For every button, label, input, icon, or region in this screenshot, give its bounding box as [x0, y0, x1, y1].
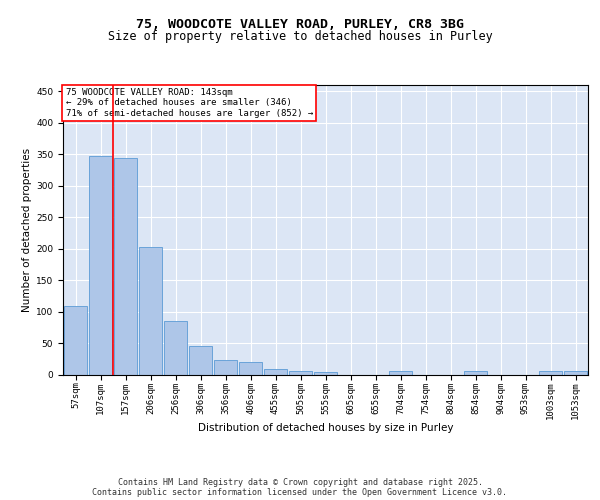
Bar — [89, 156, 112, 375]
Bar — [314, 372, 337, 375]
Bar — [389, 370, 412, 375]
X-axis label: Distribution of detached houses by size in Purley: Distribution of detached houses by size … — [198, 423, 453, 433]
Bar — [214, 360, 237, 375]
Bar — [64, 306, 87, 375]
Bar — [539, 371, 562, 375]
Text: Contains HM Land Registry data © Crown copyright and database right 2025.
Contai: Contains HM Land Registry data © Crown c… — [92, 478, 508, 497]
Bar — [464, 371, 487, 375]
Bar — [289, 370, 312, 375]
Bar — [264, 368, 287, 375]
Bar — [239, 362, 262, 375]
Bar — [164, 322, 187, 375]
Bar — [114, 158, 137, 375]
Text: 75, WOODCOTE VALLEY ROAD, PURLEY, CR8 3BG: 75, WOODCOTE VALLEY ROAD, PURLEY, CR8 3B… — [136, 18, 464, 30]
Text: 75 WOODCOTE VALLEY ROAD: 143sqm
← 29% of detached houses are smaller (346)
71% o: 75 WOODCOTE VALLEY ROAD: 143sqm ← 29% of… — [65, 88, 313, 118]
Text: Size of property relative to detached houses in Purley: Size of property relative to detached ho… — [107, 30, 493, 43]
Bar — [564, 371, 587, 375]
Bar — [139, 247, 162, 375]
Y-axis label: Number of detached properties: Number of detached properties — [22, 148, 32, 312]
Bar — [189, 346, 212, 375]
